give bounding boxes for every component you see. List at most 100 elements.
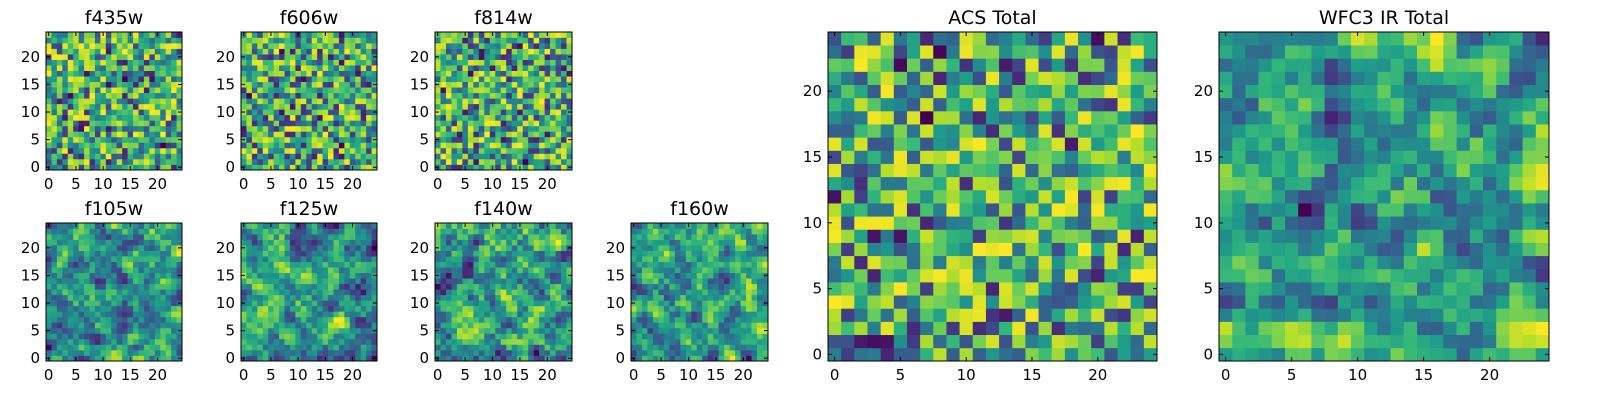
heatmap-cell [268,59,274,66]
heatmap-cell [740,327,747,334]
heatmap-cell [1025,295,1039,309]
heatmap-cell [652,327,659,334]
heatmap-cell [631,228,637,235]
heatmap-cell [933,150,947,164]
heatmap-cell [757,294,763,301]
heatmap-cell [946,347,960,362]
heatmap-cell [94,147,101,154]
heatmap-cell [933,334,947,349]
heatmap-cell [241,43,247,49]
heatmap-cell [724,261,730,268]
heatmap-cell [528,59,534,66]
heatmap-cell [473,278,480,285]
heatmap-cell [284,65,291,71]
heatmap-cell [674,239,681,246]
heatmap-cell [533,316,540,323]
heatmap-cell [1025,321,1039,336]
heatmap-cell [344,37,351,44]
heatmap-cell [105,125,112,132]
heatmap-cell [506,120,513,127]
heatmap-cell [641,256,648,262]
heatmap-cell [349,76,356,83]
heatmap-cell [46,120,52,127]
heatmap-cell [300,239,307,246]
heatmap-cell [349,256,356,262]
heatmap-cell [462,153,469,160]
heatmap-cell [105,103,112,110]
heatmap-cell [1117,216,1132,230]
heatmap-cell [920,334,934,349]
heatmap-cell [333,32,340,38]
heatmap-cell [636,344,643,351]
heatmap-cell [371,305,378,312]
heatmap-cell [1051,282,1066,296]
heatmap-cell [867,242,881,257]
heatmap-cell [533,234,540,240]
heatmap-cell [138,65,145,71]
heatmap-cell [713,338,720,345]
heatmap-cell [317,98,323,105]
heatmap-cell [306,37,313,44]
heatmap-cell [328,131,334,138]
heatmap-cell [284,344,291,351]
heatmap-cell [160,114,167,121]
heatmap-cell [149,131,156,138]
heatmap-cell [176,239,183,246]
heatmap-cell [685,338,692,345]
heatmap-cell [143,37,150,44]
heatmap-cell [959,308,974,322]
heatmap-cell [473,98,480,105]
heatmap-cell [707,245,714,251]
heatmap-cell [154,250,161,257]
heatmap-cell [171,103,177,110]
heatmap-cell [522,327,529,334]
heatmap-cell [165,32,172,38]
heatmap-cell [360,278,367,285]
heatmap-cell [300,338,307,345]
heatmap-cell [89,70,96,77]
heatmap-cell [561,333,567,340]
heatmap-cell [344,48,351,55]
heatmap-cell [539,272,545,279]
heatmap-cell [685,333,692,340]
heatmap-cell [489,153,496,160]
heatmap-cell [94,278,101,285]
heatmap-cell [550,120,556,127]
heatmap-cell [478,125,485,132]
heatmap-cell [652,223,659,229]
heatmap-cell [893,242,908,257]
heatmap-cell [1117,295,1132,309]
heatmap-cell [84,278,90,285]
heatmap-cell [707,294,714,301]
heatmap-cell [257,48,264,55]
heatmap-cell [636,272,643,279]
heatmap-cell [289,37,296,44]
heatmap-cell [528,32,534,38]
heatmap-cell [78,344,85,351]
heatmap-cell [317,109,323,116]
heatmap-cell [171,311,177,318]
heatmap-cell [133,322,139,329]
heatmap-cell [78,316,85,323]
heatmap-cell [116,54,123,60]
heatmap-cell [176,234,183,240]
heatmap-cell [751,289,758,296]
heatmap-cell [735,305,741,312]
heatmap-cell [333,349,340,356]
heatmap-cell [78,311,85,318]
heatmap-cell [550,294,556,301]
heatmap-cell [116,261,123,268]
heatmap-cell [972,295,987,309]
heatmap-cell [122,59,128,66]
heatmap-cell [116,109,123,116]
heatmap-cell [317,59,323,66]
heatmap-cell [116,65,123,71]
heatmap-cell [328,294,334,301]
heatmap-cell [338,153,345,160]
heatmap-cell [165,59,172,66]
heatmap-cell [500,131,507,138]
heatmap-cell [241,87,247,94]
heatmap-cell [685,316,692,323]
heatmap-cell [62,136,69,143]
heatmap-cell [295,245,302,251]
